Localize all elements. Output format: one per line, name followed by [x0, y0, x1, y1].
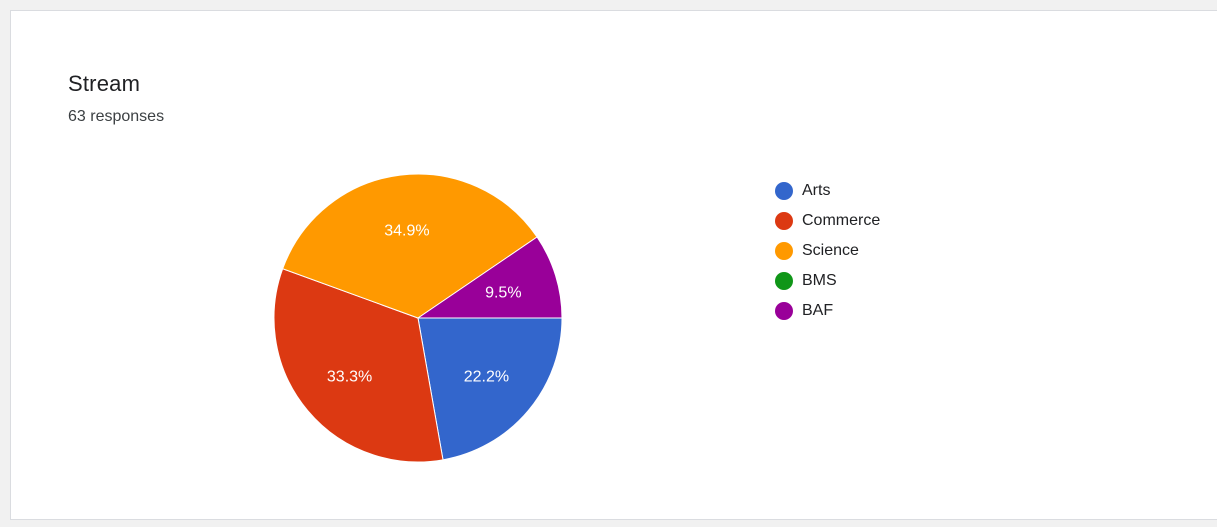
- legend-item-bms[interactable]: BMS: [775, 266, 880, 296]
- pie-slice-arts[interactable]: [417, 317, 563, 461]
- legend-swatch-icon: [775, 212, 793, 230]
- legend-swatch-icon: [775, 182, 793, 200]
- legend-swatch-icon: [775, 302, 793, 320]
- legend-item-baf[interactable]: BAF: [775, 296, 880, 326]
- slice-label-baf: 9.5%: [485, 285, 521, 302]
- legend-label: Science: [802, 242, 859, 259]
- chart-title: Stream: [68, 71, 141, 96]
- legend-label: Arts: [802, 182, 831, 199]
- legend-swatch-icon: [775, 242, 793, 260]
- pie-chart: 22.2% 33.3% 34.9% 9.5%: [273, 173, 563, 463]
- response-count: 63 responses: [68, 108, 165, 125]
- slice-label-science: 34.9%: [384, 222, 429, 239]
- pie-slice-baf[interactable]: [416, 236, 563, 319]
- slice-label-arts: 22.2%: [464, 368, 509, 385]
- chart-card: Stream 63 responses 22.2% 33.3% 34.9% 9.5% …: [10, 10, 1217, 520]
- legend-item-commerce[interactable]: Commerce: [775, 206, 880, 236]
- pie-slice-commerce[interactable]: [273, 268, 444, 463]
- legend-label: BAF: [802, 302, 834, 319]
- legend-label: Commerce: [802, 212, 881, 229]
- legend-item-science[interactable]: Science: [775, 236, 880, 266]
- legend-item-arts[interactable]: Arts: [775, 176, 880, 206]
- chart-legend: Arts Commerce Science BMS BAF: [775, 176, 880, 326]
- legend-label: BMS: [802, 272, 837, 289]
- pie-slice-science[interactable]: [282, 173, 538, 319]
- slice-label-commerce: 33.3%: [327, 368, 372, 385]
- legend-swatch-icon: [775, 272, 793, 290]
